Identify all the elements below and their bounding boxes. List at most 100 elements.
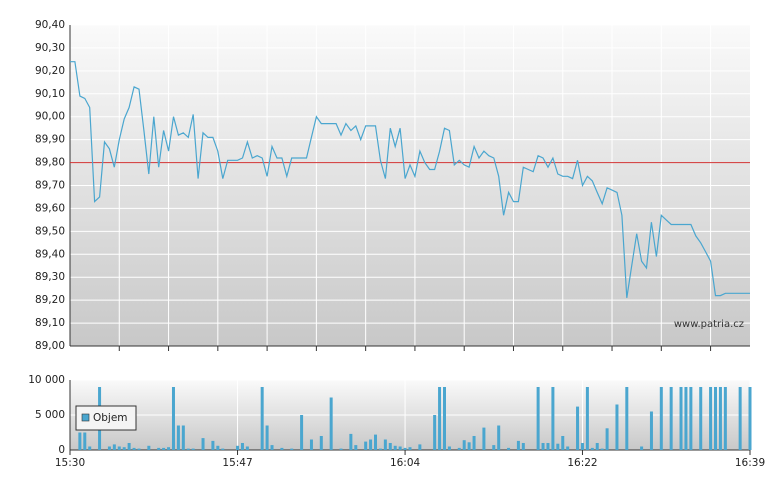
volume-bar: [507, 447, 511, 450]
volume-bar: [270, 445, 274, 450]
volume-bar: [171, 387, 175, 450]
volume-bar: [157, 447, 161, 450]
volume-bar: [201, 438, 205, 450]
y-tick-label: 89,80: [35, 157, 65, 169]
volume-bar: [605, 428, 609, 450]
volume-bar: [447, 446, 451, 450]
volume-bar: [566, 446, 570, 450]
volume-bar: [689, 387, 693, 450]
volume-bar: [738, 387, 742, 450]
y-tick-label: 0: [58, 444, 65, 456]
volume-bar: [595, 443, 599, 450]
volume-bar: [221, 448, 225, 450]
x-tick-label: 15:47: [222, 457, 252, 469]
volume-bar: [240, 443, 244, 450]
y-tick-label: 10 000: [28, 374, 65, 386]
volume-bar: [714, 387, 718, 450]
y-tick-label: 90,10: [35, 88, 65, 100]
y-tick-label: 5 000: [35, 409, 65, 421]
volume-bar: [521, 443, 525, 450]
volume-bar: [462, 440, 466, 450]
volume-bar: [718, 387, 722, 450]
volume-bar: [162, 447, 166, 450]
volume-bar: [679, 387, 683, 450]
y-tick-label: 89,70: [35, 180, 65, 192]
price-line: [70, 61, 750, 298]
volume-bar: [354, 445, 358, 450]
volume-bar: [167, 447, 171, 450]
volume-bar: [265, 425, 269, 450]
legend-swatch: [81, 413, 90, 422]
volume-bar: [546, 443, 550, 450]
y-tick-label: 90,00: [35, 111, 65, 123]
volume-bar: [659, 387, 663, 450]
legend-label: Objem: [93, 412, 128, 424]
volume-bar: [147, 445, 151, 450]
volume-bar: [280, 447, 284, 450]
y-tick-label: 89,40: [35, 248, 65, 260]
volume-bar: [580, 443, 584, 450]
volume-bar: [482, 427, 486, 450]
volume-bar: [393, 445, 397, 450]
volume-bar: [418, 444, 422, 450]
volume-bar: [516, 440, 520, 450]
volume-bar: [122, 447, 126, 450]
volume-bar: [684, 387, 688, 450]
volume-bar: [438, 387, 442, 450]
volume-bar: [699, 387, 703, 450]
volume-bar: [748, 387, 752, 450]
y-tick-label: 89,50: [35, 225, 65, 237]
volume-bar: [137, 448, 141, 450]
volume-bar: [585, 387, 589, 450]
volume-bar: [329, 397, 333, 450]
y-tick-label: 89,90: [35, 134, 65, 146]
volume-bar: [576, 406, 580, 450]
volume-bar: [492, 445, 496, 450]
volume-bar: [107, 446, 111, 450]
volume-bar: [290, 448, 294, 450]
volume-bar: [669, 387, 673, 450]
y-tick-label: 89,20: [35, 294, 65, 306]
volume-bar: [467, 442, 471, 450]
volume-bar: [300, 415, 304, 450]
volume-bar: [245, 446, 249, 450]
volume-bar: [433, 415, 437, 450]
volume-bar: [625, 387, 629, 450]
volume-bar: [88, 446, 92, 450]
volume-bar: [561, 436, 565, 450]
volume-bar: [615, 404, 619, 450]
y-tick-label: 90,30: [35, 42, 65, 54]
volume-bar: [541, 443, 545, 450]
volume-bar: [132, 447, 136, 450]
volume-bar: [127, 443, 131, 450]
volume-bar: [364, 441, 368, 450]
volume-bar: [590, 447, 594, 450]
volume-bar: [600, 448, 604, 450]
volume-bar: [349, 433, 353, 450]
volume-bar: [78, 432, 82, 450]
volume-bar: [83, 432, 87, 450]
volume-bar: [339, 448, 343, 450]
volume-bar: [649, 411, 653, 450]
x-tick-label: 16:22: [567, 457, 597, 469]
watermark: www.patria.cz: [674, 319, 744, 330]
volume-bar: [369, 439, 373, 450]
volume-bar: [457, 447, 461, 450]
volume-bar: [117, 446, 121, 450]
volume-bar: [186, 448, 190, 450]
volume-bar: [112, 444, 116, 450]
volume-bar: [383, 439, 387, 450]
volume-bar: [319, 436, 323, 450]
volume-bar: [374, 434, 378, 450]
volume-bar: [403, 447, 407, 450]
volume-bar: [260, 387, 264, 450]
volume-bar: [556, 443, 560, 450]
volume-bar: [640, 446, 644, 450]
y-tick-label: 89,00: [35, 340, 65, 352]
volume-bar: [378, 448, 382, 450]
volume-bar: [442, 387, 446, 450]
y-tick-label: 89,30: [35, 271, 65, 283]
volume-bar: [388, 443, 392, 450]
x-tick-label: 16:04: [390, 457, 421, 469]
